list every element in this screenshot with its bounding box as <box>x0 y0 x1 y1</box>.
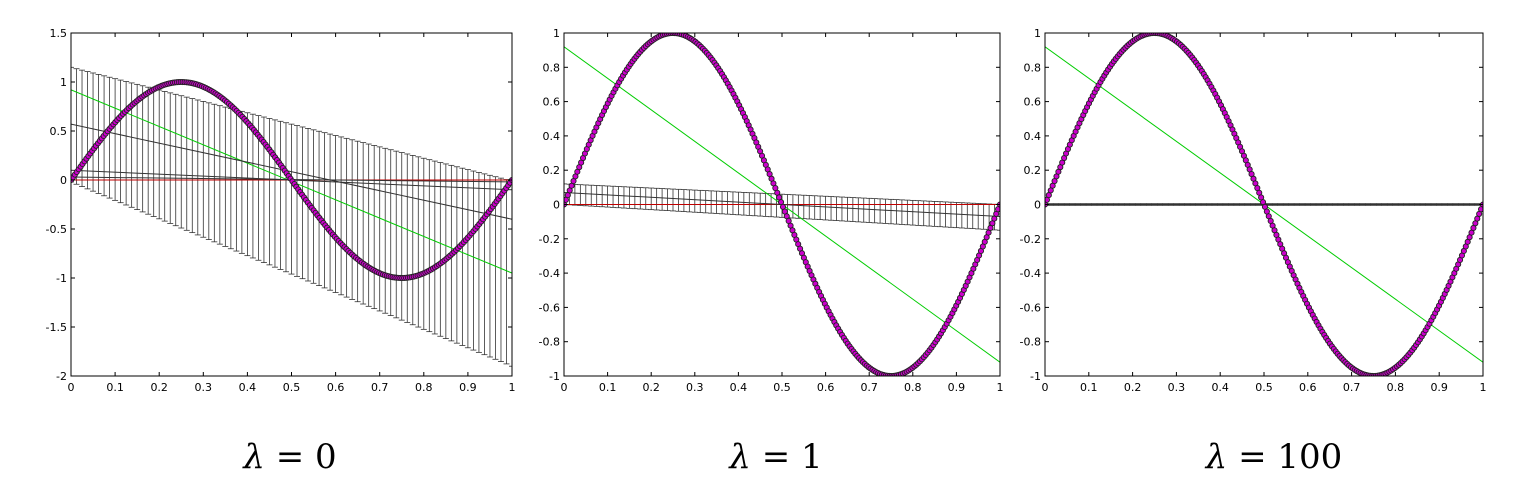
y-tick-label: -0.4 <box>1020 267 1041 280</box>
x-tick-label: 0.1 <box>599 381 617 394</box>
y-tick-label: -1 <box>56 272 67 285</box>
y-tick-label: -0.8 <box>1020 336 1041 349</box>
y-tick-label: -0.2 <box>539 233 560 246</box>
y-tick-label: -0.6 <box>539 301 560 314</box>
y-tick-label: 1 <box>553 27 560 40</box>
x-tick-label: 0.1 <box>106 381 124 394</box>
y-tick-label: -0.5 <box>46 223 67 236</box>
y-tick-label: -2 <box>56 370 67 383</box>
x-tick-label: 0.8 <box>1387 381 1405 394</box>
x-tick-label: 0.5 <box>1255 381 1273 394</box>
caption-lambda-symbol: λ <box>1204 437 1228 477</box>
x-tick-label: 0.7 <box>860 381 878 394</box>
y-tick-label: 0.2 <box>543 164 561 177</box>
chart-panel-3: 0 0.1 0.2 0.3 0.4 0.5 0.6 0.7 0.8 0.9 1 -1 -0.8 -0.6 -… <box>1020 27 1487 477</box>
y-tick-label: 1.5 <box>50 27 68 40</box>
y-tick-label: -1 <box>549 370 560 383</box>
y-tick-label: 0 <box>553 199 560 212</box>
x-tick-label: 0.6 <box>1299 381 1317 394</box>
y-tick-label: 0 <box>60 174 67 187</box>
y-tick-label: 0 <box>1034 199 1041 212</box>
chart-panel-1: 0 0.1 0.2 0.3 0.4 0.5 0.6 0.7 0.8 0.9 1 -2 -1.5 -1 -0.… <box>46 27 516 477</box>
caption-lambda-symbol: λ <box>241 437 265 477</box>
x-tick-label: 0.7 <box>1343 381 1361 394</box>
series-line-4 <box>71 123 512 220</box>
caption-lambda-symbol: λ <box>727 437 751 477</box>
x-tick-label: 0.3 <box>1168 381 1186 394</box>
y-tick-label: 0.4 <box>1024 130 1042 143</box>
x-tick-label: 1 <box>1480 381 1487 394</box>
y-tick-label: 0.2 <box>1024 164 1042 177</box>
x-tick-label: 0.9 <box>948 381 966 394</box>
y-tick-label: -0.2 <box>1020 233 1041 246</box>
chart-panel-2: 0 0.1 0.2 0.3 0.4 0.5 0.6 0.7 0.8 0.9 1 -1 -0.8 -0.6 -… <box>539 27 1004 477</box>
x-tick-label: 0.2 <box>1124 381 1142 394</box>
caption-value: = 0 <box>265 437 337 477</box>
x-tick-label: 0.2 <box>642 381 660 394</box>
x-tick-label: 0.6 <box>817 381 835 394</box>
y-tick-label: 0.5 <box>50 125 68 138</box>
x-tick-label: 1 <box>997 381 1004 394</box>
x-tick-label: 0.3 <box>195 381 213 394</box>
x-tick-label: 0.4 <box>239 381 257 394</box>
y-tick-label: -1.5 <box>46 321 67 334</box>
y-tick-label: -0.4 <box>539 267 560 280</box>
caption-value: = 100 <box>1227 437 1342 477</box>
x-tick-label: 0 <box>1042 381 1049 394</box>
y-tick-label: 0.8 <box>543 61 561 74</box>
x-tick-label: 0.6 <box>327 381 345 394</box>
x-tick-label: 0.8 <box>904 381 922 394</box>
x-tick-label: 0.4 <box>1211 381 1229 394</box>
caption-value: = 1 <box>751 437 823 477</box>
x-tick-label: 0.2 <box>150 381 168 394</box>
panel-caption: λ = 0 <box>241 437 336 477</box>
plot-area <box>1045 33 1483 376</box>
y-tick-label: -0.6 <box>1020 301 1041 314</box>
y-tick-label: 0.8 <box>1024 61 1042 74</box>
x-tick-label: 0.3 <box>686 381 704 394</box>
plot-area <box>564 33 1000 376</box>
x-tick-label: 0 <box>68 381 75 394</box>
y-tick-label: 0.4 <box>543 130 561 143</box>
y-tick-label: -1 <box>1030 370 1041 383</box>
plot-area <box>71 66 512 367</box>
x-tick-label: 0.1 <box>1080 381 1098 394</box>
x-tick-label: 0.8 <box>415 381 433 394</box>
x-tick-label: 0.4 <box>730 381 748 394</box>
x-tick-label: 0.5 <box>283 381 301 394</box>
y-tick-label: -0.8 <box>539 336 560 349</box>
x-tick-label: 0.9 <box>459 381 477 394</box>
panel-caption: λ = 100 <box>1204 437 1343 477</box>
x-tick-label: 0 <box>561 381 568 394</box>
y-tick-label: 0.6 <box>543 96 561 109</box>
x-tick-label: 0.5 <box>773 381 791 394</box>
x-tick-label: 1 <box>509 381 516 394</box>
y-tick-label: 1 <box>60 76 67 89</box>
panel-caption: λ = 1 <box>727 437 822 477</box>
x-tick-label: 0.9 <box>1430 381 1448 394</box>
y-tick-label: 1 <box>1034 27 1041 40</box>
x-tick-label: 0.7 <box>371 381 389 394</box>
y-tick-label: 0.6 <box>1024 96 1042 109</box>
